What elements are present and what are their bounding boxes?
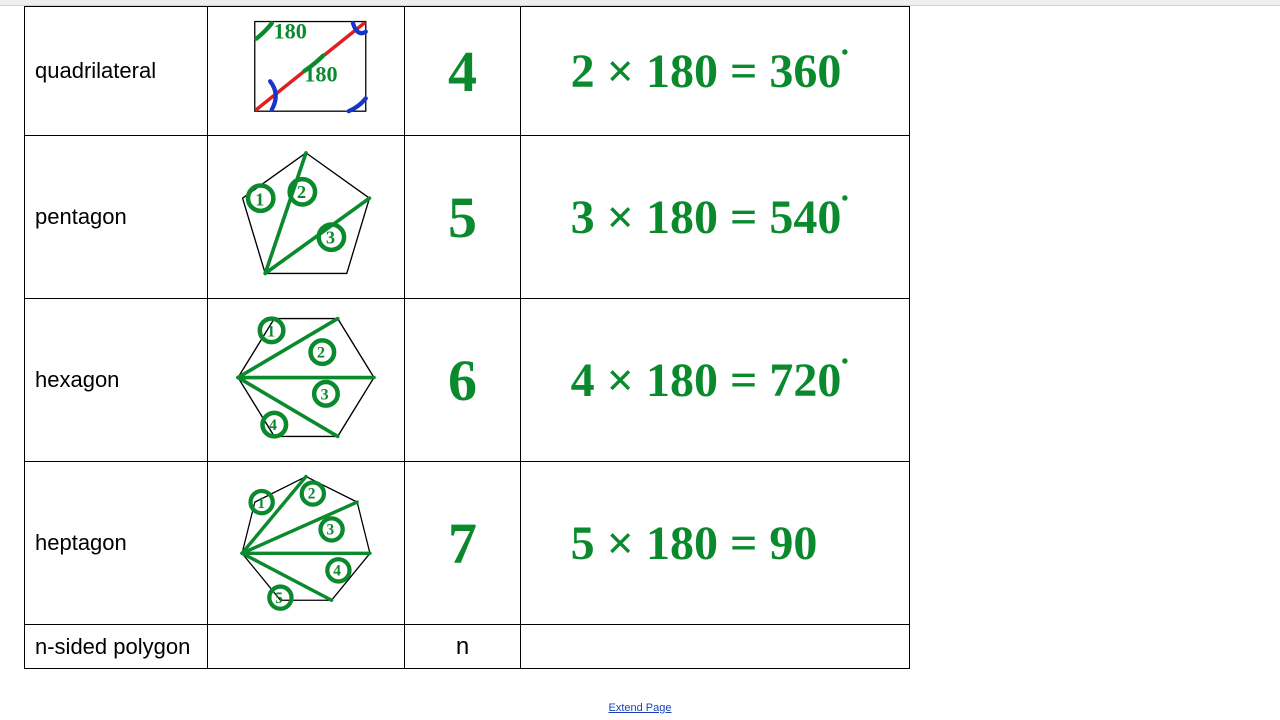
label-180: 180 (305, 61, 338, 86)
tri-label: 4 (269, 415, 277, 434)
shape-cell: 1 2 3 (208, 136, 405, 299)
label-180: 180 (274, 19, 307, 44)
tri-label: 1 (258, 495, 266, 512)
worksheet: quadrilateral 180 180 4 2 × 180 = 360• p… (24, 6, 910, 669)
calculation: 3 × 180 = 540• (571, 191, 849, 244)
hexagon-diagram: 1 2 3 4 (218, 305, 394, 450)
extend-page-link-container: Extend Page (0, 698, 1280, 716)
tri-label: 1 (256, 189, 265, 209)
pentagon-diagram: 1 2 3 (218, 142, 394, 287)
polygon-table: quadrilateral 180 180 4 2 × 180 = 360• p… (24, 6, 910, 669)
tri-label: 3 (321, 384, 329, 403)
calculation: 4 × 180 = 720• (571, 354, 849, 407)
polygon-name: hexagon (35, 367, 119, 392)
calculation: 2 × 180 = 360• (571, 45, 849, 98)
table-row: heptagon 1 2 3 4 5 7 5 × 180 = 90 (25, 462, 910, 625)
quadrilateral-diagram: 180 180 (218, 13, 394, 124)
tri-label: 2 (297, 182, 306, 202)
sides-count: n (456, 633, 469, 660)
tri-label: 3 (326, 228, 335, 248)
calculation (520, 625, 909, 669)
table-row: hexagon 1 2 3 4 6 4 × 180 = 720• (25, 299, 910, 462)
extend-page-link[interactable]: Extend Page (609, 702, 672, 714)
tri-label: 1 (268, 322, 276, 341)
table-row: quadrilateral 180 180 4 2 × 180 = 360• (25, 7, 910, 136)
calculation: 5 × 180 = 90 (571, 517, 818, 570)
polygon-name: quadrilateral (35, 58, 156, 83)
tri-label: 3 (327, 522, 335, 539)
shape-cell: 1 2 3 4 5 (208, 462, 405, 625)
polygon-name: pentagon (35, 204, 127, 229)
sides-count: 4 (448, 39, 477, 104)
tri-label: 5 (276, 590, 284, 607)
tri-label: 4 (334, 562, 342, 579)
shape-cell (208, 625, 405, 669)
sides-count: 6 (448, 348, 477, 413)
shape-cell: 1 2 3 4 (208, 299, 405, 462)
shape-cell: 180 180 (208, 7, 405, 136)
heptagon-diagram: 1 2 3 4 5 (218, 468, 394, 613)
table-row: n-sided polygon n (25, 625, 910, 669)
sides-count: 7 (448, 511, 477, 576)
sides-count: 5 (448, 185, 477, 250)
polygon-name: heptagon (35, 530, 127, 555)
tri-label: 2 (308, 486, 316, 503)
table-row: pentagon 1 2 3 5 3 × 180 = 540• (25, 136, 910, 299)
polygon-name: n-sided polygon (35, 634, 190, 659)
tri-label: 2 (317, 343, 325, 362)
